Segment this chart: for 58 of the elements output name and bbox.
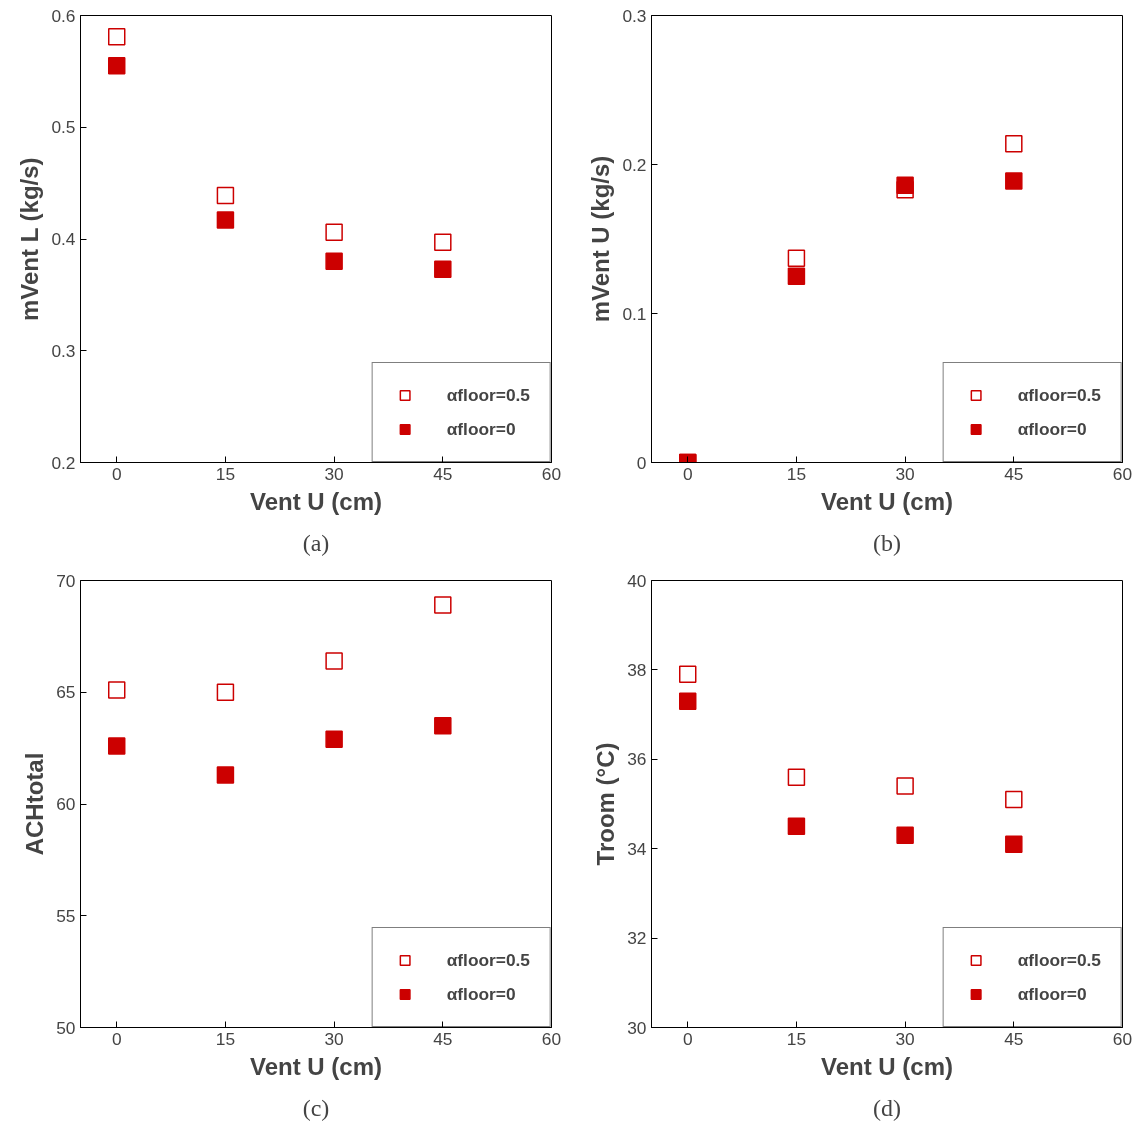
x-tick-label: 30 <box>324 1028 344 1049</box>
legend-label: αfloor=0 <box>1017 983 1087 1005</box>
y-tick-label: 0.3 <box>622 5 647 26</box>
y-axis-title: ACHtotal <box>21 752 49 856</box>
x-tick-label: 60 <box>1112 1028 1133 1049</box>
x-axis-title: Vent U (cm) <box>820 1052 954 1080</box>
x-tick-label: 0 <box>111 463 122 484</box>
y-tick-label: 65 <box>56 682 76 703</box>
x-tick-label: 45 <box>433 463 453 484</box>
y-tick-label: 0.1 <box>622 303 647 324</box>
y-tick-label: 0.4 <box>51 229 76 249</box>
text: (d) <box>873 1094 901 1121</box>
y-axis-title: Troom (°C) <box>592 742 620 866</box>
text: (c) <box>302 1094 330 1121</box>
x-tick-label: 15 <box>215 1028 236 1049</box>
y-tick-label: 70 <box>56 570 76 591</box>
x-tick-label: 15 <box>786 463 807 484</box>
x-tick-label: 15 <box>215 463 236 484</box>
legend-label: αfloor=0 <box>446 418 516 440</box>
x-tick-label: 30 <box>895 1028 915 1049</box>
y-axis-title: mVent L (kg/s) <box>16 157 44 322</box>
x-tick-label: 0 <box>111 1028 122 1049</box>
x-tick-label: 60 <box>541 1028 562 1049</box>
y-tick-label: 0.5 <box>51 117 76 138</box>
legend-label: αfloor=0 <box>446 983 516 1005</box>
y-tick-label: 60 <box>56 794 76 814</box>
x-tick-label: 0 <box>682 463 693 484</box>
x-axis-title: Vent U (cm) <box>249 1052 383 1080</box>
x-tick-label: 45 <box>1004 1028 1024 1049</box>
y-tick-label: 0.6 <box>51 5 76 26</box>
legend-label: αfloor=0.5 <box>1017 949 1101 971</box>
x-tick-label: 60 <box>1112 463 1133 484</box>
text: (a) <box>302 529 330 556</box>
x-axis-title: Vent U (cm) <box>249 487 383 515</box>
x-tick-label: 45 <box>1004 463 1024 484</box>
x-tick-label: 15 <box>786 1028 807 1049</box>
x-tick-label: 0 <box>682 1028 693 1049</box>
legend-label: αfloor=0.5 <box>446 949 530 971</box>
y-axis-title: mVent U (kg/s) <box>587 155 615 323</box>
y-tick-label: 0.3 <box>51 340 76 361</box>
y-tick-label: 32 <box>627 928 647 949</box>
y-tick-label: 34 <box>627 838 647 859</box>
legend-label: αfloor=0.5 <box>446 384 530 406</box>
x-tick-label: 30 <box>895 463 915 484</box>
text: (b) <box>873 529 901 556</box>
x-tick-label: 60 <box>541 463 562 484</box>
x-tick-label: 45 <box>433 1028 453 1049</box>
legend-label: αfloor=0.5 <box>1017 384 1101 406</box>
y-tick-label: 55 <box>56 905 76 926</box>
y-tick-label: 36 <box>627 749 647 770</box>
x-axis-title: Vent U (cm) <box>820 487 954 515</box>
y-tick-label: 40 <box>627 570 647 591</box>
x-tick-label: 30 <box>324 463 344 484</box>
y-tick-label: 38 <box>627 659 647 680</box>
legend-label: αfloor=0 <box>1017 418 1087 440</box>
y-tick-label: 50 <box>56 1017 76 1038</box>
y-tick-label: 0.2 <box>622 154 647 175</box>
y-tick-label: 0.2 <box>51 452 76 473</box>
